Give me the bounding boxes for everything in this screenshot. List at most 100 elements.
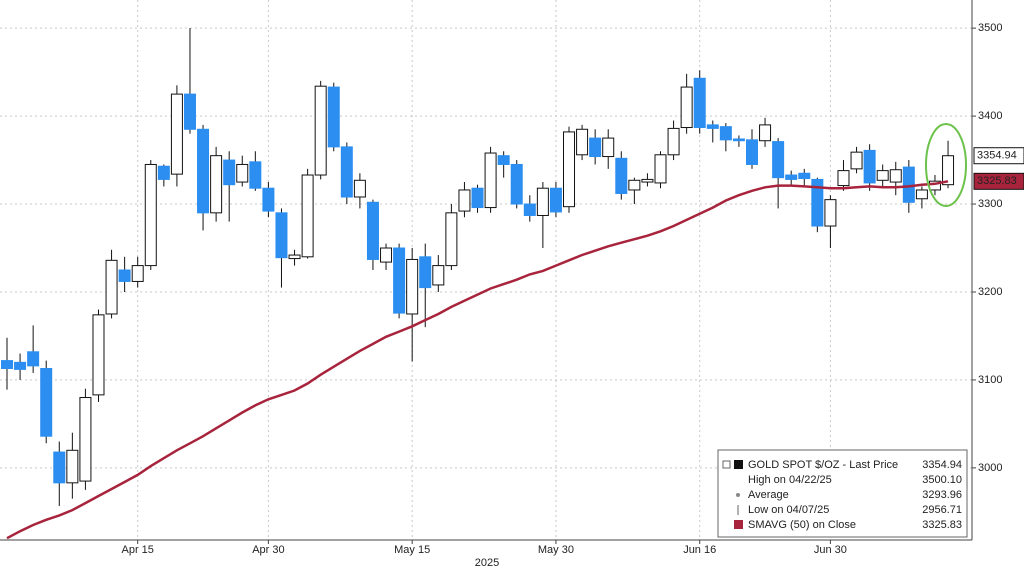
legend-value: 3500.10 xyxy=(922,474,962,486)
candle-body xyxy=(445,212,458,267)
candle-body xyxy=(249,161,262,189)
candle-body xyxy=(288,254,301,260)
candle-body xyxy=(1,360,13,370)
candle-body xyxy=(340,146,353,198)
candle-body xyxy=(563,131,576,208)
candle-body xyxy=(942,155,955,186)
candle-body xyxy=(732,138,745,142)
x-tick-label: Jun 16 xyxy=(683,544,716,556)
candle-body xyxy=(40,368,53,437)
candle-body xyxy=(366,201,379,260)
highlight-ellipse xyxy=(925,123,967,207)
candle-body xyxy=(406,258,419,315)
legend-label: Low on 04/07/25 xyxy=(748,504,829,516)
legend-label: Average xyxy=(748,489,789,501)
candle-body xyxy=(863,149,876,184)
candle-body xyxy=(680,86,693,129)
candle-body xyxy=(510,163,523,205)
candle-body xyxy=(602,137,615,158)
candle-body xyxy=(484,152,497,209)
y-tick-label: 3200 xyxy=(978,286,1002,298)
candle-body xyxy=(576,128,589,156)
candle-body xyxy=(693,77,706,129)
candle-body xyxy=(497,155,510,165)
candle-body xyxy=(262,187,275,212)
candle-body xyxy=(353,179,366,198)
candle-body xyxy=(837,170,850,187)
candle-body xyxy=(745,139,758,165)
candle-body xyxy=(458,189,471,212)
legend-label: SMAVG (50) on Close xyxy=(748,519,856,531)
candle-body xyxy=(889,169,902,183)
candle-body xyxy=(14,361,27,370)
candle-body xyxy=(667,127,680,156)
candle-body xyxy=(785,174,798,180)
candle-body xyxy=(824,199,837,227)
candle-body xyxy=(523,203,536,216)
candle-body xyxy=(118,269,131,282)
sma-price-label: 3325.83 xyxy=(977,175,1017,187)
candle-body xyxy=(236,163,249,183)
legend-value: 3354.94 xyxy=(922,459,962,471)
candle-body xyxy=(170,93,183,175)
x-tick-label: Jun 30 xyxy=(814,544,847,556)
candle-body xyxy=(706,124,719,129)
candle-body xyxy=(432,265,445,286)
candle-body xyxy=(876,170,889,181)
candle-body xyxy=(615,157,628,194)
legend-icon xyxy=(734,520,743,529)
legend-label: GOLD SPOT $/OZ - Last Price xyxy=(748,459,898,471)
candle-body xyxy=(144,163,157,267)
legend-box xyxy=(717,449,968,538)
candle-body xyxy=(850,151,863,170)
legend-value: 3293.96 xyxy=(922,489,962,501)
x-axis-label: 2025 xyxy=(475,557,499,569)
y-tick-label: 3100 xyxy=(978,374,1002,386)
legend-value: 3325.83 xyxy=(922,519,962,531)
candle-body xyxy=(157,165,170,180)
candle-body xyxy=(183,93,196,130)
candle-body xyxy=(301,174,314,258)
candle-body xyxy=(131,265,144,282)
legend-toggle xyxy=(722,460,731,469)
candle-body xyxy=(197,128,210,214)
y-tick-label: 3500 xyxy=(978,22,1002,34)
candle-body xyxy=(92,314,105,396)
candle-body xyxy=(772,141,785,179)
candle-body xyxy=(798,172,811,180)
candle-body xyxy=(654,154,667,184)
plot xyxy=(1,28,955,540)
last-price-label: 3354.94 xyxy=(977,150,1017,162)
candle-body xyxy=(641,178,654,183)
candle-body xyxy=(471,187,484,209)
sma-line xyxy=(6,180,949,540)
legend-icon xyxy=(736,493,740,497)
x-tick-label: Apr 15 xyxy=(121,544,153,556)
candle-body xyxy=(53,451,66,484)
candle-body xyxy=(327,86,340,148)
last-price-label-box xyxy=(973,147,1024,165)
candle-body xyxy=(27,351,40,367)
candle-body xyxy=(66,449,79,484)
y-tick-label: 3300 xyxy=(978,198,1002,210)
legend-value: 2956.71 xyxy=(922,504,962,516)
candle-body xyxy=(915,189,928,200)
candle-body xyxy=(759,124,772,142)
candle-body xyxy=(811,178,824,227)
legend: GOLD SPOT $/OZ - Last Price 3354.94 High o… xyxy=(717,449,968,538)
y-tick-label: 3000 xyxy=(978,462,1002,474)
candle-body xyxy=(210,155,223,214)
x-tick-label: May 15 xyxy=(394,544,430,556)
candle-body xyxy=(549,187,562,213)
sma-price-label-box xyxy=(973,172,1024,190)
candle-body xyxy=(589,137,602,158)
legend-icon xyxy=(734,460,743,469)
candle-body xyxy=(719,126,732,141)
candle-body xyxy=(628,179,641,191)
x-tick-label: May 30 xyxy=(538,544,574,556)
candle-body xyxy=(105,259,118,315)
candle-body xyxy=(275,212,288,259)
candle-body xyxy=(536,187,549,216)
